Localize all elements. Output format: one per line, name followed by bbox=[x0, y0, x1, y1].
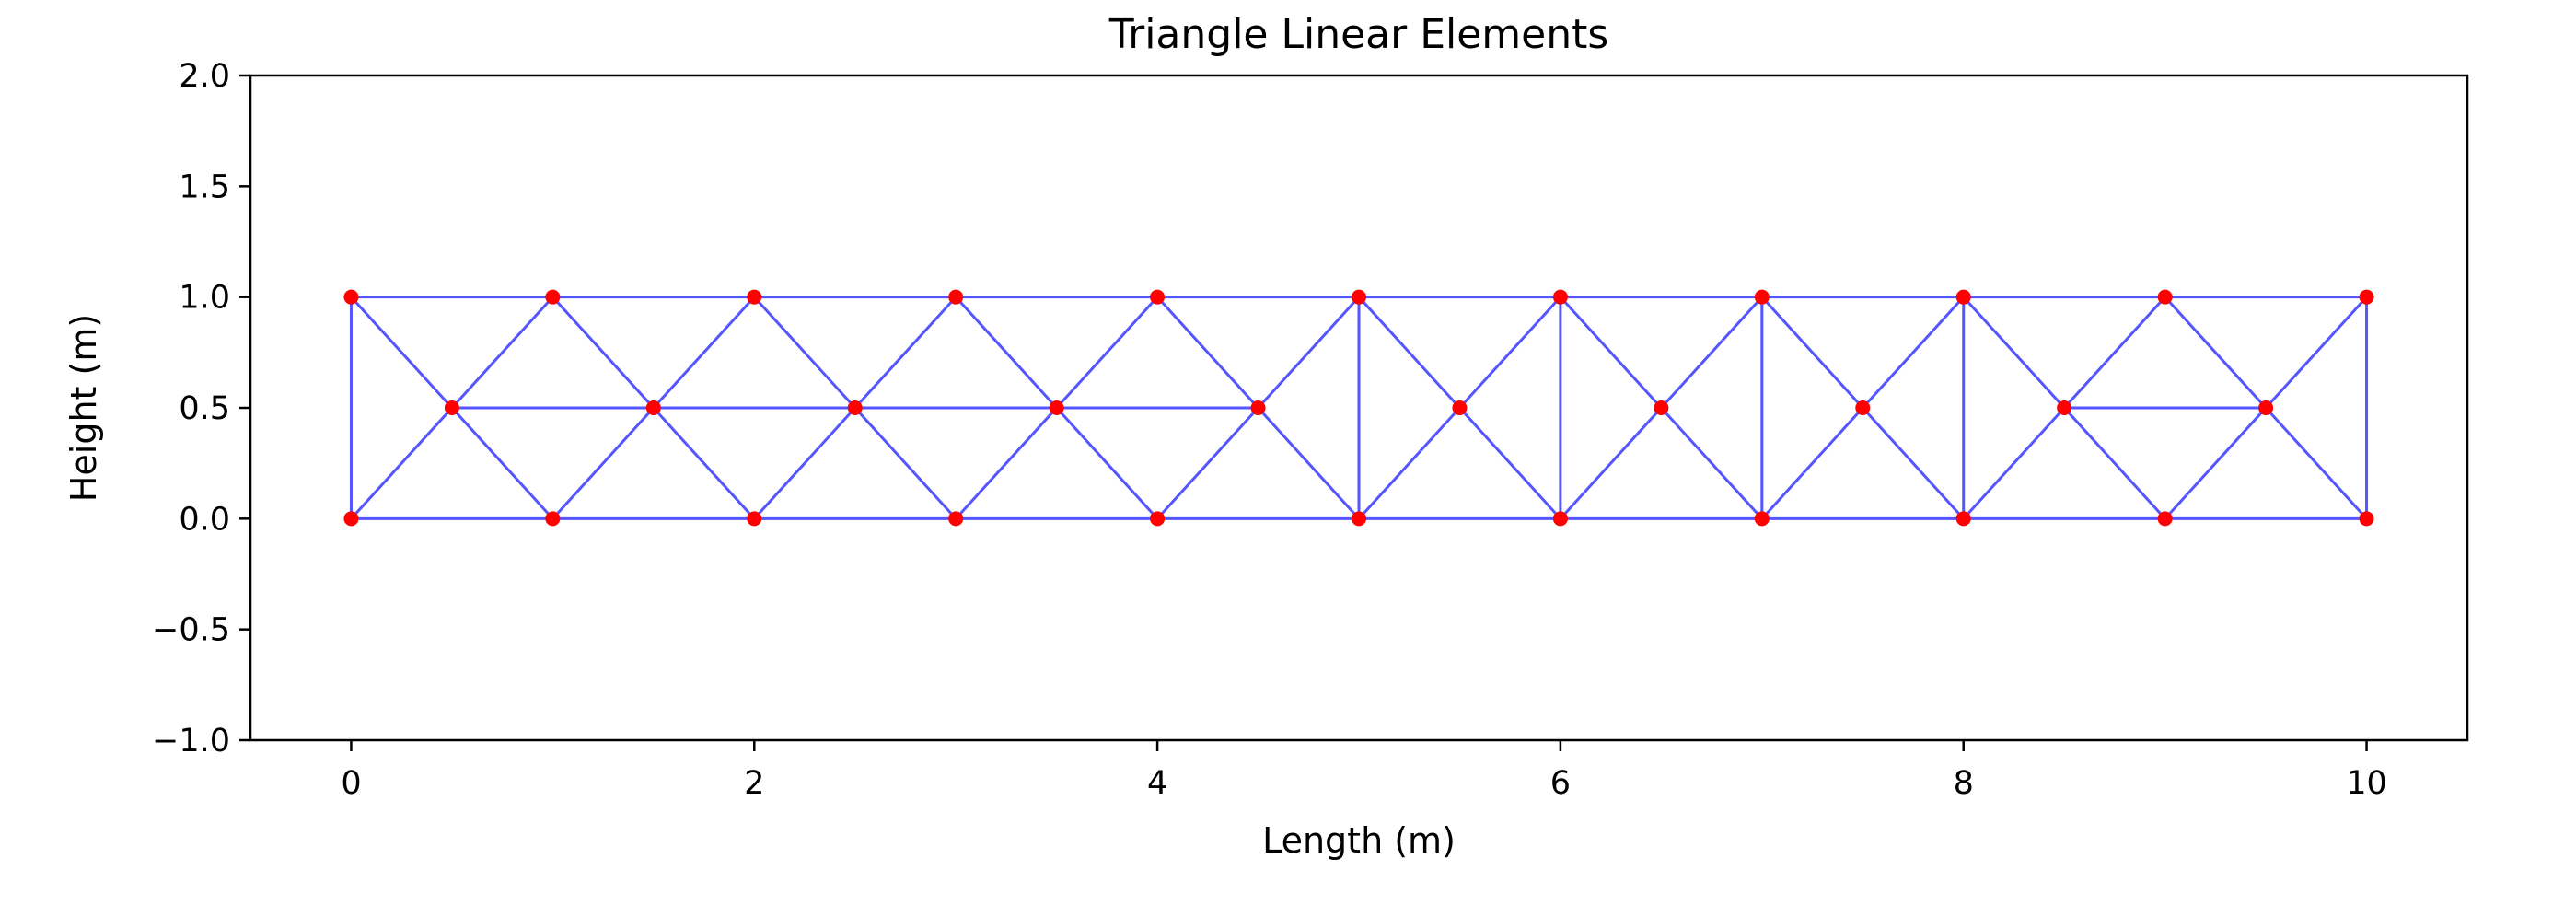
mesh-edge bbox=[1862, 406, 1965, 520]
mesh-edge bbox=[350, 406, 454, 520]
mesh-edge bbox=[753, 296, 856, 410]
mesh-node-point bbox=[2157, 511, 2173, 527]
mesh-node-point bbox=[1150, 289, 1166, 305]
x-tick-label: 8 bbox=[1954, 765, 1974, 802]
mesh-node-point bbox=[545, 511, 561, 527]
mesh-node-point bbox=[1250, 400, 1266, 415]
mesh-node-point bbox=[847, 400, 863, 415]
mesh-edge bbox=[1962, 296, 2066, 410]
y-tick-label: 0.0 bbox=[179, 501, 230, 538]
mesh-edge bbox=[450, 406, 554, 520]
mesh-edge bbox=[2264, 296, 2368, 410]
mesh-node-point bbox=[1955, 289, 1971, 305]
mesh-edge bbox=[2164, 296, 2268, 410]
mesh-edge bbox=[1660, 296, 1763, 410]
mesh-node-point bbox=[1955, 511, 1971, 527]
y-tick-label: 1.5 bbox=[179, 168, 230, 205]
x-tick-label: 0 bbox=[341, 765, 361, 802]
mesh-edge bbox=[1257, 296, 1361, 410]
mesh-node-point bbox=[1150, 511, 1166, 527]
mesh-edge bbox=[955, 296, 1058, 410]
mesh-node-point bbox=[948, 289, 964, 305]
mesh-edge bbox=[955, 406, 1058, 520]
mesh-edge bbox=[853, 406, 957, 520]
mesh-nodes bbox=[343, 289, 2374, 527]
mesh-edge bbox=[551, 296, 655, 410]
mesh-node-point bbox=[1352, 511, 1366, 527]
mesh-node-point bbox=[1352, 289, 1366, 305]
mesh-node-point bbox=[645, 400, 661, 415]
x-tick-label: 10 bbox=[2346, 765, 2387, 802]
mesh-edge bbox=[1458, 406, 1562, 520]
mesh-edge bbox=[1660, 406, 1763, 520]
mesh-edge bbox=[2264, 406, 2368, 520]
x-axis-ticks: 0 2 4 6 8 10 bbox=[341, 740, 2387, 802]
y-axis-title: Height (m) bbox=[64, 314, 104, 502]
y-tick-label: −1.0 bbox=[152, 723, 230, 760]
y-tick-label: 2.0 bbox=[179, 58, 230, 95]
mesh-node-point bbox=[1552, 289, 1568, 305]
mesh-edge bbox=[1862, 296, 1965, 410]
mesh-node-point bbox=[343, 511, 359, 527]
mesh-edge bbox=[2063, 296, 2166, 410]
mesh-edge bbox=[1357, 296, 1461, 410]
mesh-node-point bbox=[343, 289, 359, 305]
mesh-edge bbox=[1257, 406, 1361, 520]
mesh-edge bbox=[2164, 406, 2268, 520]
mesh-edge bbox=[853, 296, 957, 410]
mesh-edge bbox=[652, 406, 756, 520]
mesh-node-point bbox=[2157, 289, 2173, 305]
mesh-node-point bbox=[2359, 289, 2374, 305]
mesh-node-point bbox=[2057, 400, 2072, 415]
mesh-edge bbox=[1155, 296, 1259, 410]
mesh-node-point bbox=[1452, 400, 1468, 415]
mesh-edge bbox=[551, 406, 655, 520]
mesh-edge bbox=[1962, 406, 2066, 520]
mesh-node-point bbox=[2359, 511, 2374, 527]
y-tick-label: 1.0 bbox=[179, 280, 230, 317]
mesh-edge bbox=[450, 296, 554, 410]
y-tick-label: 0.5 bbox=[179, 390, 230, 427]
mesh-edge bbox=[1055, 296, 1159, 410]
mesh-edge bbox=[652, 296, 756, 410]
mesh-node-point bbox=[1754, 289, 1770, 305]
y-tick-label: −0.5 bbox=[152, 612, 230, 649]
mesh-edges bbox=[349, 296, 2369, 520]
mesh-edge bbox=[1760, 406, 1864, 520]
x-tick-label: 4 bbox=[1147, 765, 1167, 802]
mesh-node-point bbox=[1654, 400, 1669, 415]
x-tick-label: 2 bbox=[744, 765, 764, 802]
mesh-edge bbox=[1155, 406, 1259, 520]
mesh-edge bbox=[1458, 296, 1562, 410]
mesh-node-point bbox=[2258, 400, 2274, 415]
x-tick-label: 6 bbox=[1550, 765, 1571, 802]
chart-title: Triangle Linear Elements bbox=[1108, 11, 1609, 58]
mesh-edge bbox=[753, 406, 856, 520]
mesh-node-point bbox=[1855, 400, 1871, 415]
mesh-node-point bbox=[1049, 400, 1064, 415]
mesh-edge bbox=[350, 296, 454, 410]
mesh-edge bbox=[1760, 296, 1864, 410]
mesh-edge bbox=[1055, 406, 1159, 520]
mesh-node-point bbox=[747, 511, 762, 527]
mesh-edge bbox=[1559, 406, 1663, 520]
mesh-edge bbox=[1559, 296, 1663, 410]
mesh-node-point bbox=[1552, 511, 1568, 527]
mesh-edge bbox=[1357, 406, 1461, 520]
x-axis-title: Length (m) bbox=[1262, 820, 1456, 861]
y-axis-ticks: −1.0 −0.5 0.0 0.5 1.0 1.5 2.0 bbox=[152, 58, 250, 760]
mesh-edge bbox=[2063, 406, 2166, 520]
mesh-node-point bbox=[444, 400, 459, 415]
mesh-node-point bbox=[747, 289, 762, 305]
mesh-node-point bbox=[1754, 511, 1770, 527]
mesh-node-point bbox=[948, 511, 964, 527]
mesh-node-point bbox=[545, 289, 561, 305]
